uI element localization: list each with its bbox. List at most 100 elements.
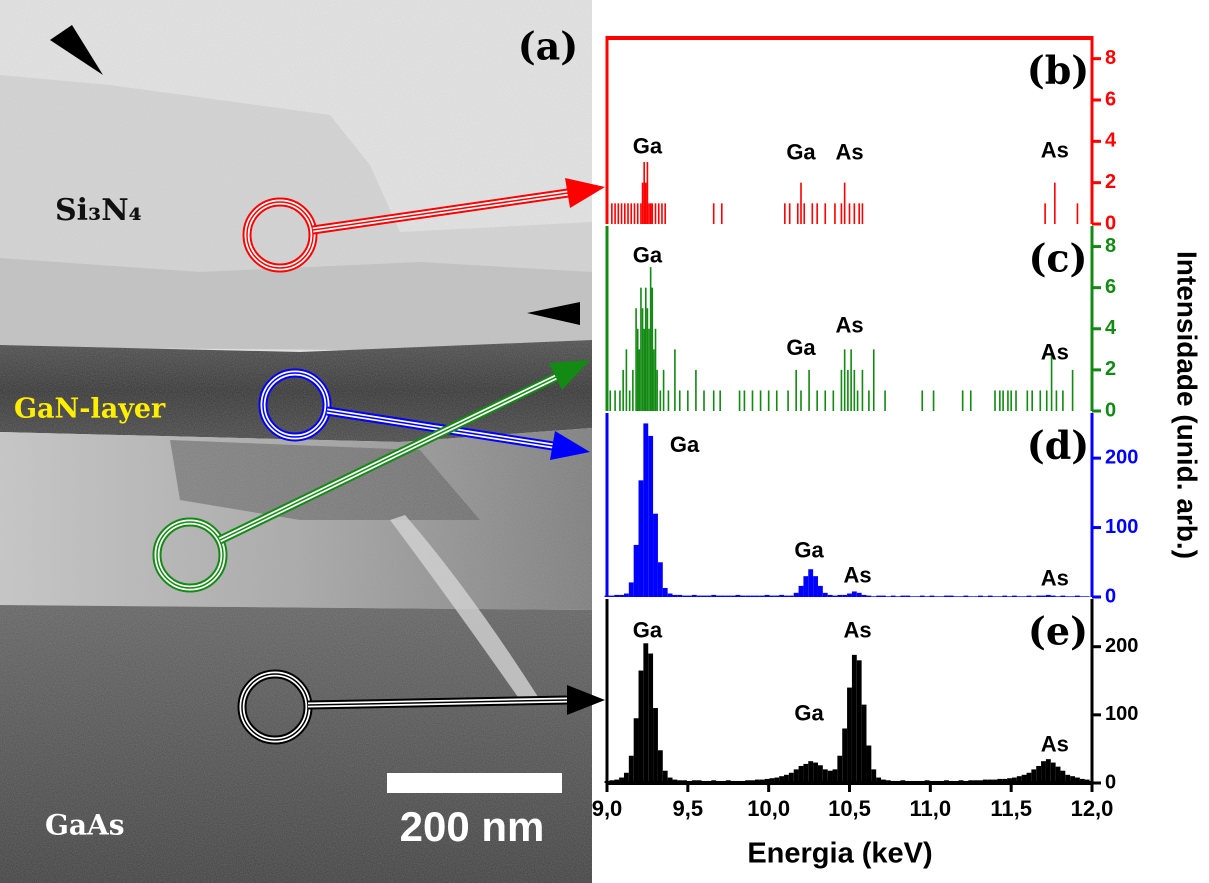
bar <box>682 595 688 597</box>
bar <box>868 390 870 411</box>
probe-b <box>242 178 605 273</box>
bar <box>1055 390 1058 411</box>
peak-label: As <box>835 313 863 338</box>
bar <box>774 595 780 597</box>
bar <box>847 369 849 411</box>
bar <box>969 390 972 411</box>
bar <box>1002 390 1004 411</box>
bar <box>643 643 649 783</box>
bar <box>635 308 637 411</box>
bar <box>678 390 681 411</box>
peak-label: As <box>1041 137 1069 162</box>
bar <box>620 203 623 224</box>
bar <box>929 595 935 597</box>
bar <box>803 763 809 783</box>
bar <box>769 778 775 783</box>
bar <box>719 390 721 411</box>
bar <box>784 774 789 783</box>
bar <box>1011 777 1017 783</box>
bar <box>1011 595 1017 597</box>
bar <box>871 596 877 597</box>
bar <box>813 762 818 783</box>
bar <box>643 162 645 224</box>
bar <box>861 203 864 224</box>
bar <box>800 182 802 224</box>
bar <box>764 594 770 597</box>
bar <box>999 390 1001 411</box>
bar <box>861 369 864 411</box>
bar <box>614 390 616 411</box>
bar <box>730 595 736 597</box>
bar <box>630 203 633 224</box>
bar <box>659 390 662 411</box>
bar <box>992 596 998 597</box>
bar <box>784 595 789 597</box>
panel-label: (a) <box>518 24 579 69</box>
bar <box>963 595 969 597</box>
bar <box>648 328 650 411</box>
bar <box>900 595 906 597</box>
bar <box>640 203 642 224</box>
bar <box>1026 772 1032 783</box>
bar <box>919 595 925 597</box>
bar <box>1002 595 1008 597</box>
bar <box>876 777 882 783</box>
peak-label: As <box>1041 565 1069 590</box>
bar <box>1021 596 1027 597</box>
bar <box>619 594 624 597</box>
bar <box>944 595 949 597</box>
bar <box>644 287 647 411</box>
bar <box>796 203 799 224</box>
bar <box>808 569 814 597</box>
bar <box>1079 596 1085 597</box>
bar <box>824 390 827 411</box>
arrowhead-marker <box>50 25 103 75</box>
bar <box>856 390 859 411</box>
bar <box>1062 390 1064 411</box>
y-tick-label: 4 <box>1105 317 1117 339</box>
bar <box>1031 390 1033 411</box>
bar <box>735 594 741 597</box>
bar <box>843 349 846 411</box>
bar <box>767 390 770 411</box>
x-tick-label: 10,5 <box>828 796 871 821</box>
bar <box>910 596 915 597</box>
bar <box>800 390 802 411</box>
bar <box>1026 595 1032 597</box>
bar <box>662 369 665 411</box>
peak-label: As <box>844 618 872 643</box>
bar <box>876 595 882 597</box>
bar <box>788 595 794 597</box>
bar <box>636 203 639 224</box>
bar <box>664 203 667 224</box>
bar <box>654 203 657 224</box>
bar <box>856 592 862 597</box>
bar <box>961 390 964 411</box>
bar <box>622 369 624 411</box>
bar <box>1060 770 1066 783</box>
bar <box>661 203 663 224</box>
bar <box>958 596 964 597</box>
bar <box>648 653 654 783</box>
bar <box>934 596 940 597</box>
bar <box>653 513 658 597</box>
bar <box>939 596 945 597</box>
bar <box>847 687 852 783</box>
bar <box>1075 777 1080 783</box>
bar <box>1039 390 1042 411</box>
panel-label: (c) <box>1028 236 1087 281</box>
bar <box>837 755 843 783</box>
bar <box>623 593 629 597</box>
region-label: GaN-layer <box>14 394 166 425</box>
bar <box>832 769 838 783</box>
bar <box>738 390 741 411</box>
bar <box>653 708 658 783</box>
bar <box>827 770 833 783</box>
bar <box>885 596 891 597</box>
bar <box>982 596 988 597</box>
bar <box>644 182 647 224</box>
x-tick-label: 11,0 <box>910 796 952 821</box>
bar <box>653 349 655 411</box>
bar <box>751 390 754 411</box>
bar <box>632 369 634 411</box>
